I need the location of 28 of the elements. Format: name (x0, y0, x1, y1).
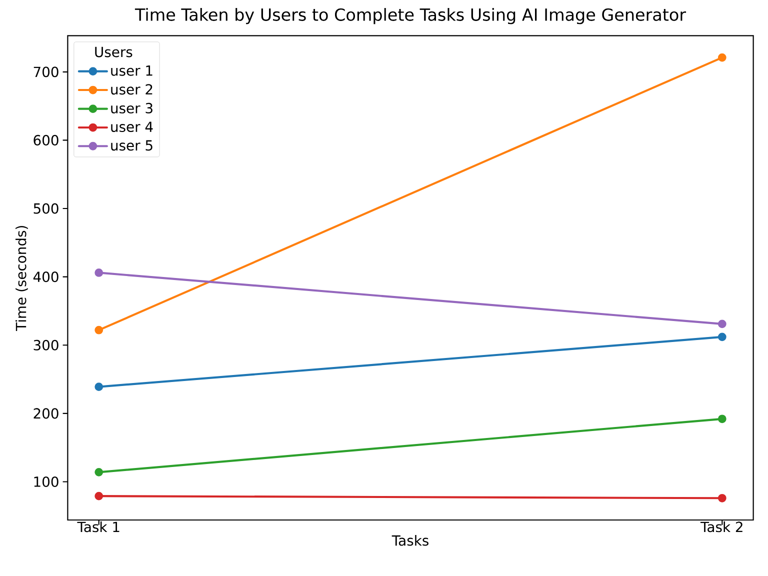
legend-label: user 4 (111, 122, 153, 132)
legend-title: Users (95, 46, 132, 58)
y-tick-label: 300 (34, 340, 58, 350)
y-tick-label: 200 (34, 408, 58, 419)
x-tick-label: Task 2 (700, 521, 742, 532)
y-tick-label: 600 (34, 134, 58, 146)
point (94, 268, 104, 277)
point (718, 332, 726, 342)
point (718, 494, 726, 502)
legend-label: user 2 (111, 84, 152, 95)
point (718, 414, 726, 424)
legend-label: user 5 (111, 140, 152, 151)
point (94, 492, 104, 500)
x-tick-label: Task 1 (77, 521, 120, 532)
y-axis-title: Time (seconds) (16, 226, 28, 331)
point (94, 326, 104, 334)
chart-title: Time Taken by Users to Complete Tasks Using AI Image Generator (134, 8, 686, 24)
point (94, 382, 104, 391)
y-tick-label: 700 (34, 66, 58, 78)
point (94, 468, 104, 476)
y-tick-label: 500 (34, 203, 58, 214)
point (718, 53, 726, 62)
point (718, 320, 726, 328)
legend-label: user 1 (111, 65, 152, 76)
legend-label: user 3 (111, 102, 152, 114)
y-tick-label: 100 (34, 476, 58, 488)
x-axis-title: Tasks (392, 535, 428, 546)
y-tick-label: 400 (33, 272, 58, 282)
